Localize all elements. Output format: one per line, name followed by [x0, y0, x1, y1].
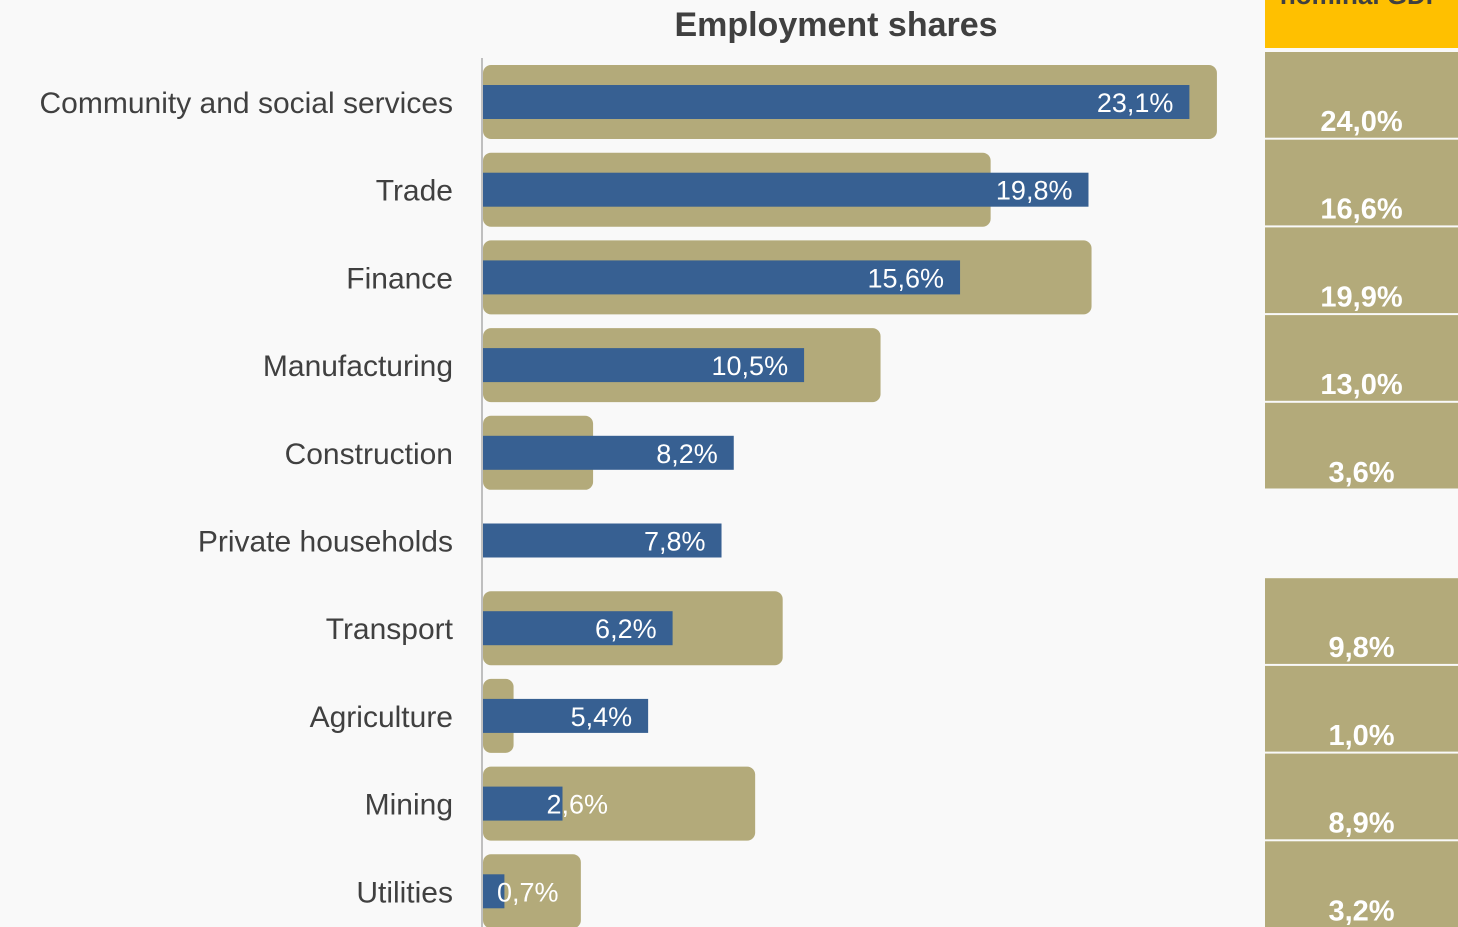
employment-share-bar	[483, 698, 649, 733]
chart-row: Construction 3,6% 8,2%	[285, 402, 1458, 490]
gdp-share-value: 1,0%	[1328, 720, 1394, 752]
gdp-share-value: 8,9%	[1328, 808, 1394, 840]
employment-share-value: 8,2%	[656, 439, 718, 469]
gdp-share-cell	[1265, 665, 1458, 752]
employment-share-bar	[483, 523, 722, 558]
gdp-share-value: 3,2%	[1328, 895, 1394, 927]
chart-rows: Community and social services 24,0% 23,1% T…	[40, 52, 1458, 927]
employment-share-value: 23,1%	[1097, 88, 1174, 118]
employment-share-value: 19,8%	[996, 176, 1073, 206]
gdp-share-cell	[1265, 841, 1458, 927]
gdp-share-value: 24,0%	[1320, 106, 1402, 138]
employment-share-value: 10,5%	[712, 351, 789, 381]
chart-title: Employment shares	[674, 6, 997, 44]
chart-row: Private households 7,8%	[198, 523, 722, 559]
employment-share-bar	[483, 260, 961, 295]
gdp-share-cell	[1265, 315, 1458, 401]
gdp-header-label: nominal GDP	[1280, 0, 1443, 10]
gdp-share-cell	[1265, 227, 1458, 314]
employment-share-bar	[483, 786, 563, 821]
employment-share-bar	[483, 874, 505, 909]
employment-share-value: 0,7%	[497, 877, 559, 907]
chart-row: Community and social services 24,0% 23,1%	[40, 52, 1458, 139]
chart-row: Mining 8,9% 2,6%	[365, 753, 1458, 841]
gdp-share-value: 19,9%	[1320, 281, 1402, 313]
chart-row: Utilities 3,2% 0,7%	[356, 841, 1458, 927]
category-label: Mining	[365, 789, 453, 822]
gdp-share-cell	[1265, 52, 1458, 138]
category-label: Construction	[285, 438, 453, 471]
category-label: Trade	[376, 175, 453, 208]
category-label: Community and social services	[40, 87, 453, 120]
employment-share-bar	[483, 172, 1089, 207]
chart-row: Transport 9,8% 6,2%	[326, 578, 1458, 666]
category-label: Finance	[346, 262, 453, 295]
category-label: Agriculture	[310, 701, 453, 734]
gdp-share-value: 16,6%	[1320, 194, 1402, 226]
employment-share-bar	[483, 348, 805, 383]
gdp-share-value: 3,6%	[1328, 457, 1394, 489]
gdp-share-value: 9,8%	[1328, 632, 1394, 664]
chart-row: Finance 19,9% 15,6%	[346, 227, 1458, 315]
employment-share-bar	[483, 611, 673, 646]
gdp-share-value: 13,0%	[1320, 369, 1402, 401]
category-label: Manufacturing	[263, 350, 453, 383]
gdp-share-bar	[483, 766, 756, 841]
employment-share-value: 5,4%	[571, 702, 633, 732]
employment-share-value: 6,2%	[595, 614, 657, 644]
employment-share-value: 7,8%	[644, 527, 706, 557]
chart-row: Trade 16,6% 19,8%	[376, 139, 1458, 227]
employment-share-value: 2,6%	[547, 790, 609, 820]
gdp-share-cell	[1265, 753, 1458, 840]
category-label: Utilities	[356, 876, 453, 909]
gdp-column-header: nominal GDP	[1265, 0, 1458, 48]
gdp-share-cell	[1265, 402, 1458, 489]
category-label: Private households	[198, 526, 453, 559]
gdp-share-cell	[1265, 578, 1458, 664]
gdp-header-background	[1265, 0, 1458, 48]
category-label: Transport	[326, 613, 454, 646]
gdp-share-cell	[1265, 139, 1458, 226]
gdp-share-bar	[483, 854, 581, 927]
chart-row: Agriculture 1,0% 5,4%	[310, 665, 1458, 753]
employment-share-bar	[483, 435, 734, 470]
employment-share-value: 15,6%	[867, 263, 944, 293]
chart-row: Manufacturing 13,0% 10,5%	[263, 315, 1458, 403]
employment-share-bar	[483, 85, 1190, 119]
